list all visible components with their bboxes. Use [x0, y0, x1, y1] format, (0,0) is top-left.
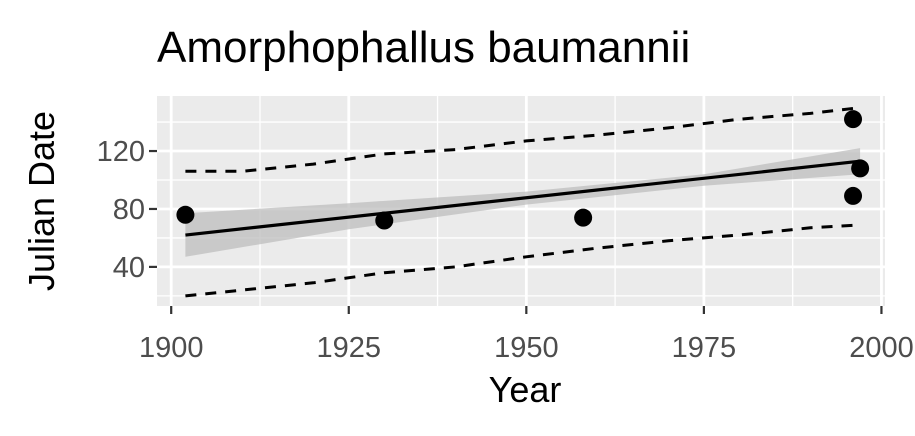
data-point	[574, 208, 593, 227]
x-tick-label: 1975	[672, 332, 737, 364]
y-axis-title: Julian Date	[21, 111, 62, 291]
data-point	[851, 159, 870, 178]
data-points	[176, 110, 870, 230]
prediction-interval-lower	[185, 223, 861, 298]
x-tick-label: 1950	[494, 332, 559, 364]
x-axis-title: Year	[489, 369, 562, 410]
data-point	[375, 211, 394, 230]
y-tick-label: 40	[113, 252, 145, 284]
confidence-band	[185, 148, 861, 257]
chart-title: Amorphophallus baumannii	[157, 23, 690, 72]
y-tick-label: 120	[97, 136, 145, 168]
data-point	[176, 205, 195, 224]
x-axis-ticks: 1900 1925 1950 1975 2000	[139, 306, 914, 364]
y-tick-label: 80	[113, 194, 145, 226]
x-tick-label: 1900	[139, 332, 204, 364]
regression-line	[185, 159, 861, 237]
x-tick-label: 2000	[849, 332, 914, 364]
data-point	[844, 186, 863, 205]
y-axis-ticks: 40 80 120	[97, 136, 157, 284]
data-point	[844, 110, 863, 129]
prediction-interval-upper	[185, 106, 861, 173]
x-tick-label: 1925	[317, 332, 382, 364]
